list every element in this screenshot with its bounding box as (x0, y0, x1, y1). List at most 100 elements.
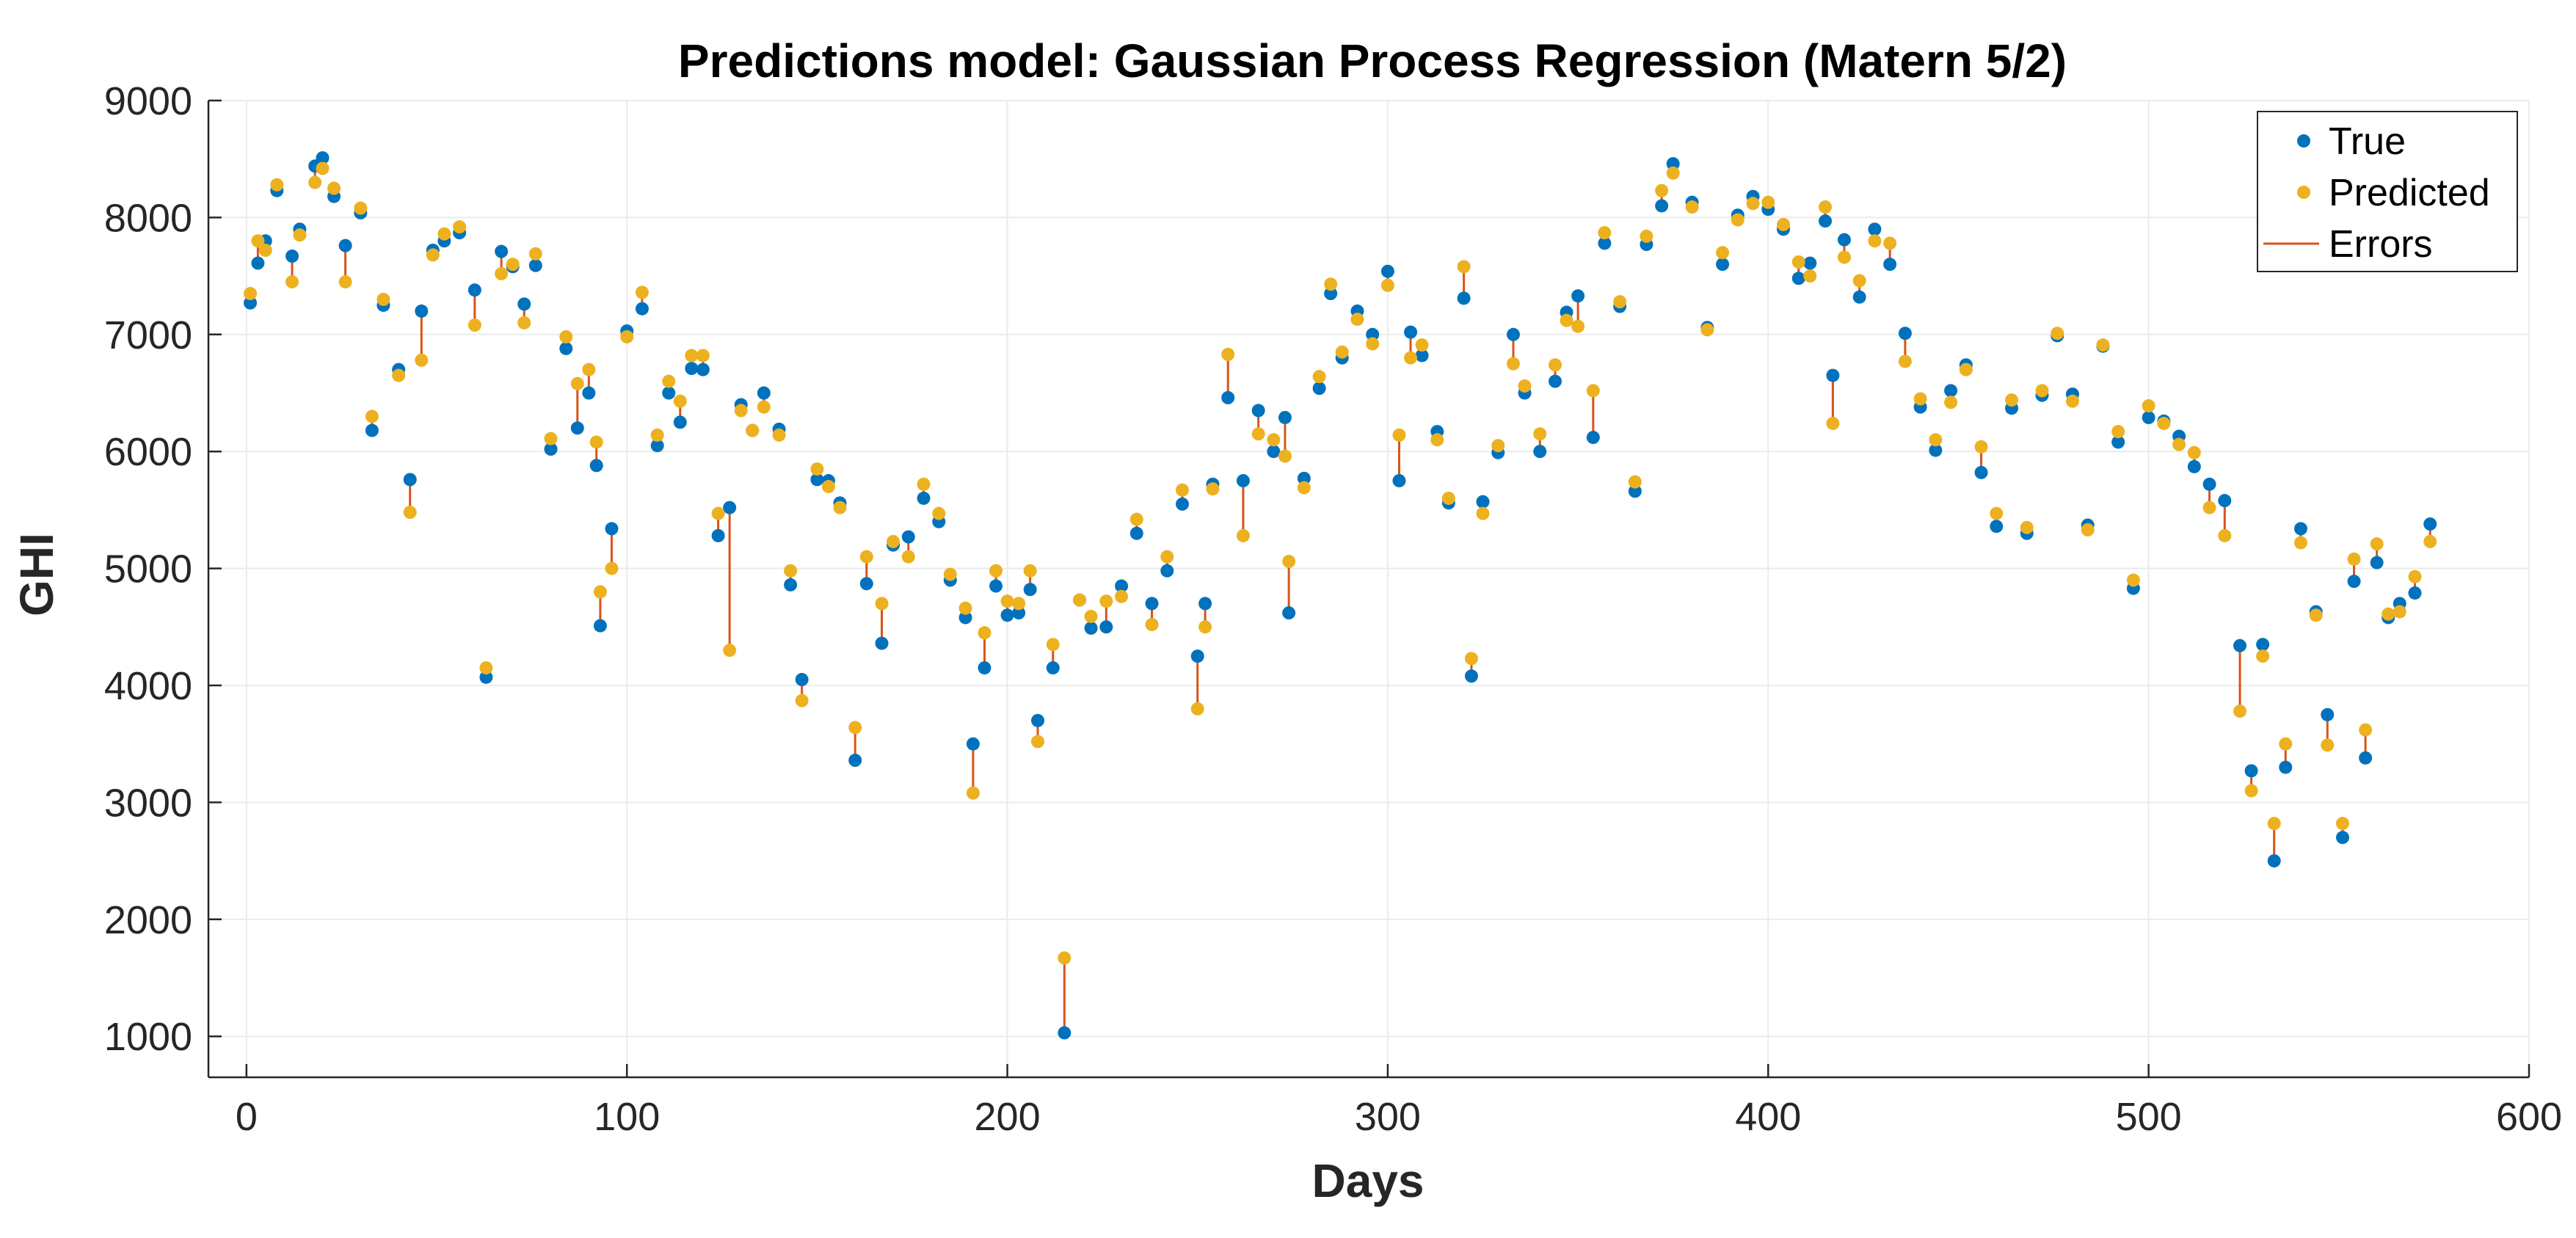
true-point (2111, 435, 2125, 449)
predicted-point (1350, 313, 1364, 327)
true-point (1251, 404, 1265, 418)
predicted-point (2279, 737, 2293, 751)
true-point (544, 443, 558, 456)
true-point (582, 386, 596, 400)
true-point (1852, 290, 1866, 304)
predicted-point (1404, 351, 1418, 365)
true-point (528, 258, 542, 272)
true-point (251, 256, 265, 270)
predicted-point (1913, 392, 1927, 406)
true-point (1457, 291, 1471, 305)
predicted-point (2309, 608, 2323, 622)
predicted-point (1777, 217, 1791, 231)
true-point (2370, 556, 2384, 569)
predicted-point (1297, 481, 1311, 495)
predicted-point (2126, 573, 2140, 587)
true-point (848, 754, 862, 768)
predicted-point (1944, 396, 1958, 409)
true-point (1974, 465, 1988, 479)
predicted-point (495, 266, 509, 280)
true-point (1506, 327, 1520, 341)
predicted-point (437, 227, 451, 241)
true-point (1666, 157, 1680, 171)
true-point (365, 423, 379, 437)
predicted-point (1282, 555, 1296, 569)
predicted-point (1046, 638, 1060, 652)
predicted-point (308, 175, 322, 189)
predicted-point (734, 404, 748, 418)
true-point (2218, 494, 2232, 508)
true-point (1190, 649, 1204, 663)
true-point (917, 491, 931, 505)
predicted-point (1464, 652, 1478, 666)
true-point (1312, 382, 1326, 396)
true-point (1803, 256, 1817, 270)
predicted-point (1491, 439, 1505, 453)
true-point (1628, 484, 1642, 498)
predicted-point (293, 228, 307, 242)
predicted-point (338, 275, 352, 289)
predicted-point (251, 234, 265, 248)
predicted-point (1685, 200, 1699, 214)
predicted-point (1278, 449, 1292, 463)
true-point (2187, 459, 2201, 473)
predicted-point (932, 506, 946, 520)
predicted-point (859, 550, 873, 564)
predicted-point (2267, 817, 2281, 831)
predicted-point (2293, 536, 2307, 550)
legend-predicted-label: Predicted (2329, 172, 2490, 214)
true-point (1415, 349, 1429, 363)
true-point (2233, 638, 2247, 652)
predicted-point (2244, 784, 2258, 798)
predicted-point (2393, 605, 2406, 619)
predicted-point (662, 374, 676, 388)
predicted-point (746, 423, 760, 437)
predicted-point (1380, 278, 1394, 292)
predicted-point (2051, 327, 2064, 341)
true-point (589, 459, 603, 473)
true-point (2359, 751, 2373, 765)
x-tick-label: 100 (594, 1095, 660, 1139)
true-point (958, 611, 972, 625)
predicted-point (810, 462, 824, 476)
x-tick-label: 500 (2116, 1095, 2182, 1139)
true-point (1221, 390, 1235, 404)
true-point (2423, 517, 2437, 531)
true-point (403, 473, 417, 487)
predicted-point (2172, 437, 2186, 451)
y-tick-label: 1000 (104, 1015, 192, 1059)
y-tick-label: 9000 (104, 79, 192, 123)
predicted-point (1176, 483, 1190, 497)
predicted-point (559, 329, 573, 343)
chart-title: Predictions model: Gaussian Process Regr… (678, 34, 2067, 87)
true-point (2267, 854, 2281, 868)
predicted-point (1571, 319, 1585, 333)
predicted-point (2187, 445, 2201, 459)
true-point (635, 302, 649, 316)
y-tick-label: 3000 (104, 781, 192, 825)
x-axis-label: Days (1312, 1154, 1425, 1207)
predicted-point (1803, 269, 1817, 283)
predicted-point (2065, 394, 2079, 408)
true-point (1297, 471, 1311, 485)
true-point (901, 530, 915, 544)
predicted-point (2347, 552, 2361, 566)
predicted-point (1366, 337, 1380, 351)
true-point (1366, 327, 1380, 341)
y-tick-label: 7000 (104, 313, 192, 357)
predicted-point (696, 349, 710, 363)
predicted-point (2096, 338, 2110, 352)
true-point (593, 619, 607, 633)
predicted-point (685, 349, 699, 363)
true-point (1115, 579, 1129, 593)
true-point (605, 522, 619, 536)
axes (207, 99, 2530, 1079)
predicted-point (2020, 520, 2034, 534)
true-point (338, 239, 352, 252)
predicted-point (1898, 354, 1912, 368)
true-point (244, 296, 258, 310)
predicted-point (2370, 537, 2384, 551)
predicted-point (1198, 620, 1212, 634)
predicted-point (833, 500, 847, 514)
predicted-point (1716, 246, 1730, 260)
